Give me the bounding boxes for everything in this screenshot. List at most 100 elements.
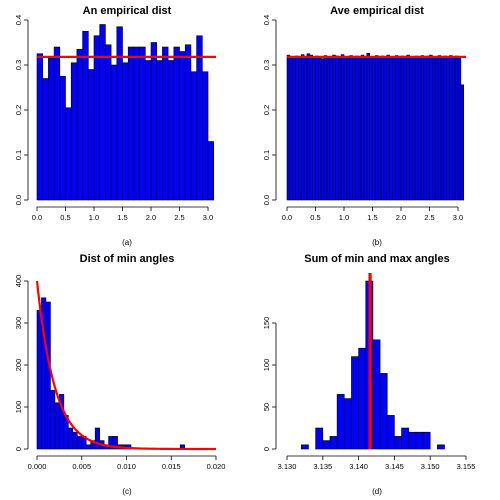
bar-b-46 [417, 57, 422, 201]
bar-b-41 [403, 57, 408, 201]
bar-a-14 [116, 26, 123, 201]
x-tick-label-d-5: 3.155 [457, 462, 476, 471]
y-tick-label-a-2: 0.2 [14, 105, 23, 115]
bar-a-7 [76, 48, 83, 201]
bar-b-28 [366, 52, 370, 201]
x-tick-label-a-6: 3.0 [203, 213, 213, 222]
bar-b-10 [315, 55, 319, 201]
bar-b-25 [357, 57, 362, 201]
bar-a-9 [88, 69, 95, 201]
bar-b-61 [460, 84, 465, 201]
bar-c-11 [85, 444, 91, 450]
bar-a-26 [184, 44, 192, 201]
x-tick-label-c-0: 0.000 [28, 462, 47, 471]
bar-c-3 [50, 389, 56, 450]
y-tick-label-a-0: 0.0 [14, 195, 23, 205]
bar-b-6 [303, 57, 308, 201]
bar-b-18 [338, 56, 342, 201]
bar-b-19 [340, 54, 345, 201]
subcaption-d: (d) [372, 487, 382, 496]
bar-a-19 [145, 60, 152, 201]
bar-a-29 [202, 71, 209, 201]
bar-a-21 [156, 60, 163, 201]
bar-b-43 [409, 56, 413, 201]
chart-title-c: Dist of min angles [80, 253, 175, 265]
bar-b-52 [434, 56, 439, 201]
bar-b-15 [329, 57, 333, 201]
y-tick-label-d-1: 50 [262, 403, 271, 411]
subcaption-b: (b) [372, 238, 382, 247]
bar-a-1 [42, 78, 49, 201]
x-tick-label-a-3: 1.5 [117, 213, 127, 222]
subcaption-a: (a) [122, 238, 132, 247]
bar-b-23 [352, 56, 356, 201]
x-tick-label-a-2: 1.0 [89, 213, 99, 222]
bar-a-0 [36, 53, 44, 201]
bar-a-3 [53, 46, 61, 201]
bar-b-59 [454, 55, 459, 201]
y-tick-label-d-2: 100 [262, 359, 271, 372]
bar-b-11 [318, 56, 322, 201]
bar-d-5 [336, 394, 345, 450]
bar-b-56 [446, 56, 450, 201]
bar-c-17 [112, 436, 118, 450]
bar-a-12 [105, 44, 112, 201]
bar-a-25 [179, 51, 186, 201]
bar-b-36 [389, 57, 393, 201]
bar-d-14 [401, 427, 410, 450]
bar-b-44 [412, 56, 416, 201]
bar-c-2 [45, 301, 51, 450]
bar-b-31 [375, 55, 379, 201]
bar-b-45 [414, 55, 419, 201]
x-tick-label-c-1: 0.005 [72, 462, 91, 471]
y-tick-label-c-1: 100 [14, 401, 23, 414]
y-tick-label-d-0: 0 [262, 447, 271, 451]
bar-c-8 [72, 431, 78, 450]
x-tick-label-a-0: 0.0 [32, 213, 42, 222]
bar-d-3 [322, 440, 331, 450]
bar-b-40 [400, 55, 405, 201]
bar-b-47 [420, 55, 425, 201]
bars-d [301, 280, 445, 450]
chart-title-b: Ave empirical dist [330, 5, 424, 17]
bar-c-9 [76, 436, 83, 450]
y-tick-label-b-3: 0.3 [262, 60, 271, 70]
bar-d-15 [408, 431, 417, 450]
bar-b-39 [397, 56, 402, 201]
chart-title-d: Sum of min and max angles [304, 253, 449, 265]
bar-b-50 [429, 54, 433, 201]
y-tick-label-a-4: 0.4 [14, 15, 23, 25]
bar-b-2 [292, 56, 296, 201]
panel-c: 0.000 0.005 0.010 0.015 0.020 0 100 200 300 400 Di… [14, 253, 225, 496]
bar-b-29 [369, 56, 373, 201]
bar-b-21 [346, 56, 351, 201]
bar-b-38 [395, 55, 399, 201]
x-tick-label-b-2: 1.0 [339, 213, 349, 222]
subcaption-c: (c) [122, 487, 132, 496]
bar-a-11 [99, 24, 106, 201]
bar-b-8 [309, 54, 313, 201]
bar-a-18 [139, 46, 146, 201]
bar-a-23 [167, 60, 175, 201]
bar-a-20 [150, 42, 158, 201]
y-tick-label-c-0: 0 [14, 447, 23, 451]
bar-b-24 [355, 55, 359, 201]
x-tick-label-b-3: 1.5 [367, 213, 377, 222]
bar-b-58 [452, 56, 456, 201]
x-tick-label-d-1: 3.135 [313, 462, 332, 471]
bar-b-4 [298, 56, 302, 201]
y-tick-label-b-0: 0.0 [262, 195, 271, 205]
x-tick-label-c-3: 0.015 [162, 462, 181, 471]
bars-a [36, 24, 215, 201]
x-tick-label-b-0: 0.0 [282, 213, 292, 222]
bar-b-17 [335, 55, 339, 201]
y-tick-label-c-2: 200 [14, 359, 23, 372]
bar-a-2 [48, 57, 55, 201]
bar-b-7 [306, 53, 311, 201]
bar-a-13 [110, 64, 118, 201]
bar-d-12 [386, 415, 395, 450]
reference-curve-c [35, 280, 216, 451]
bar-d-19 [437, 444, 445, 450]
bar-b-22 [349, 55, 353, 201]
bar-d-2 [315, 427, 324, 450]
